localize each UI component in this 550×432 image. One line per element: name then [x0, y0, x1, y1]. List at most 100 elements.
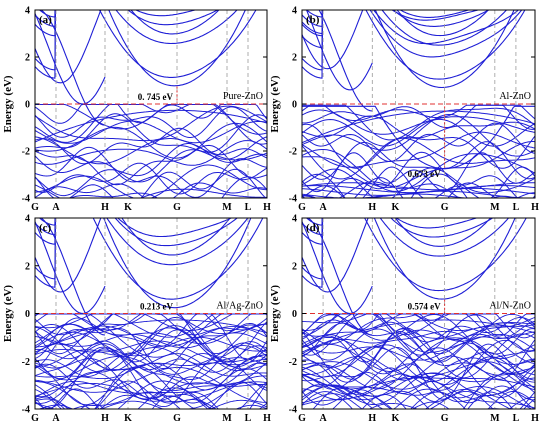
y-tick-label: 2 — [292, 53, 297, 64]
valence-band — [302, 375, 535, 409]
band-gap-label: 0.673 eV — [408, 169, 441, 179]
x-tick-label: H — [101, 413, 109, 424]
valence-band — [35, 168, 267, 198]
valence-band — [35, 146, 267, 198]
conduction-band — [35, 10, 238, 45]
conduction-band — [302, 10, 515, 89]
valence-band — [302, 152, 535, 193]
valence-band — [302, 339, 535, 385]
valence-band — [302, 327, 535, 383]
conduction-band — [302, 10, 508, 46]
x-tick-label: H — [263, 202, 271, 213]
x-tick-label: G — [173, 202, 181, 213]
valence-band — [302, 109, 535, 135]
valence-band — [302, 104, 535, 121]
band-gap-label: 0. 745 eV — [138, 92, 174, 102]
y-tick-label: 2 — [25, 261, 30, 272]
valence-band — [368, 402, 504, 409]
conduction-band — [38, 218, 239, 247]
valence-band — [361, 391, 514, 409]
valence-band — [69, 176, 267, 198]
x-tick-label: A — [52, 202, 60, 213]
y-axis-title: Energy (eV) — [269, 285, 281, 342]
valence-band — [302, 190, 535, 198]
valence-band — [302, 182, 535, 191]
valence-band — [35, 113, 267, 153]
valence-band — [35, 380, 267, 409]
valence-band — [360, 193, 469, 198]
y-tick-label: -4 — [289, 194, 297, 205]
conduction-band — [35, 10, 220, 35]
y-tick-label: 4 — [292, 214, 297, 225]
valence-band — [35, 340, 267, 363]
valence-band — [35, 319, 267, 353]
conduction-band — [302, 221, 373, 314]
valence-band — [302, 334, 535, 375]
valence-band — [302, 104, 535, 141]
x-tick-label: H — [101, 202, 109, 213]
sample-label: Al-ZnO — [499, 91, 531, 102]
x-tick-label: H — [368, 413, 376, 424]
conduction-band — [40, 10, 106, 126]
x-tick-label: G — [31, 202, 39, 213]
valence-band — [35, 347, 267, 409]
x-tick-label: M — [490, 202, 500, 213]
sample-label: Al/N-ZnO — [489, 301, 531, 312]
y-tick-label: 0 — [25, 100, 30, 111]
conduction-band — [318, 10, 481, 21]
conduction-band — [302, 218, 492, 247]
valence-band — [302, 123, 535, 169]
conduction-band — [35, 10, 102, 84]
valence-band — [35, 322, 267, 369]
valence-band — [35, 316, 267, 362]
y-tick-label: 2 — [292, 261, 297, 272]
valence-band — [35, 353, 267, 381]
conduction-band — [35, 10, 257, 78]
valence-band — [37, 393, 267, 409]
conduction-band — [429, 10, 439, 11]
conduction-band — [305, 218, 494, 238]
panel-label: (a) — [39, 14, 52, 26]
conduction-band — [302, 218, 369, 293]
conduction-band — [399, 10, 471, 18]
conduction-band — [35, 221, 106, 314]
y-axis-title: Energy (eV) — [2, 75, 14, 132]
valence-band — [35, 325, 267, 348]
x-tick-label: L — [245, 413, 252, 424]
x-tick-label: L — [513, 413, 520, 424]
valence-band — [35, 162, 267, 195]
y-tick-label: 2 — [25, 53, 30, 64]
valence-band — [35, 380, 267, 399]
x-tick-label: M — [490, 413, 500, 424]
x-tick-label: G — [298, 413, 306, 424]
x-tick-label: K — [392, 202, 400, 213]
x-tick-label: L — [245, 202, 252, 213]
valence-band — [35, 343, 267, 373]
valence-band — [35, 313, 267, 361]
x-tick-label: A — [319, 202, 327, 213]
conduction-band — [35, 218, 249, 266]
y-tick-label: -4 — [22, 194, 30, 205]
band-lines — [302, 10, 535, 198]
band-gap-label: 0.574 eV — [408, 302, 441, 312]
conduction-band — [302, 10, 526, 80]
valence-band — [35, 326, 267, 373]
valence-band — [35, 109, 267, 143]
valence-band — [302, 328, 535, 361]
valence-band — [35, 380, 267, 409]
conduction-band — [318, 10, 373, 112]
valence-band — [35, 381, 267, 403]
x-tick-label: K — [124, 202, 132, 213]
x-tick-label: H — [531, 202, 539, 213]
conduction-band — [116, 218, 233, 238]
x-tick-label: K — [124, 413, 132, 424]
conduction-band — [38, 10, 219, 26]
band-gap-label: 0.213 eV — [140, 302, 173, 312]
conduction-band — [134, 10, 197, 17]
x-tick-label: G — [298, 202, 306, 213]
valence-band — [35, 143, 267, 197]
x-tick-label: A — [52, 413, 60, 424]
valence-band — [302, 181, 517, 198]
